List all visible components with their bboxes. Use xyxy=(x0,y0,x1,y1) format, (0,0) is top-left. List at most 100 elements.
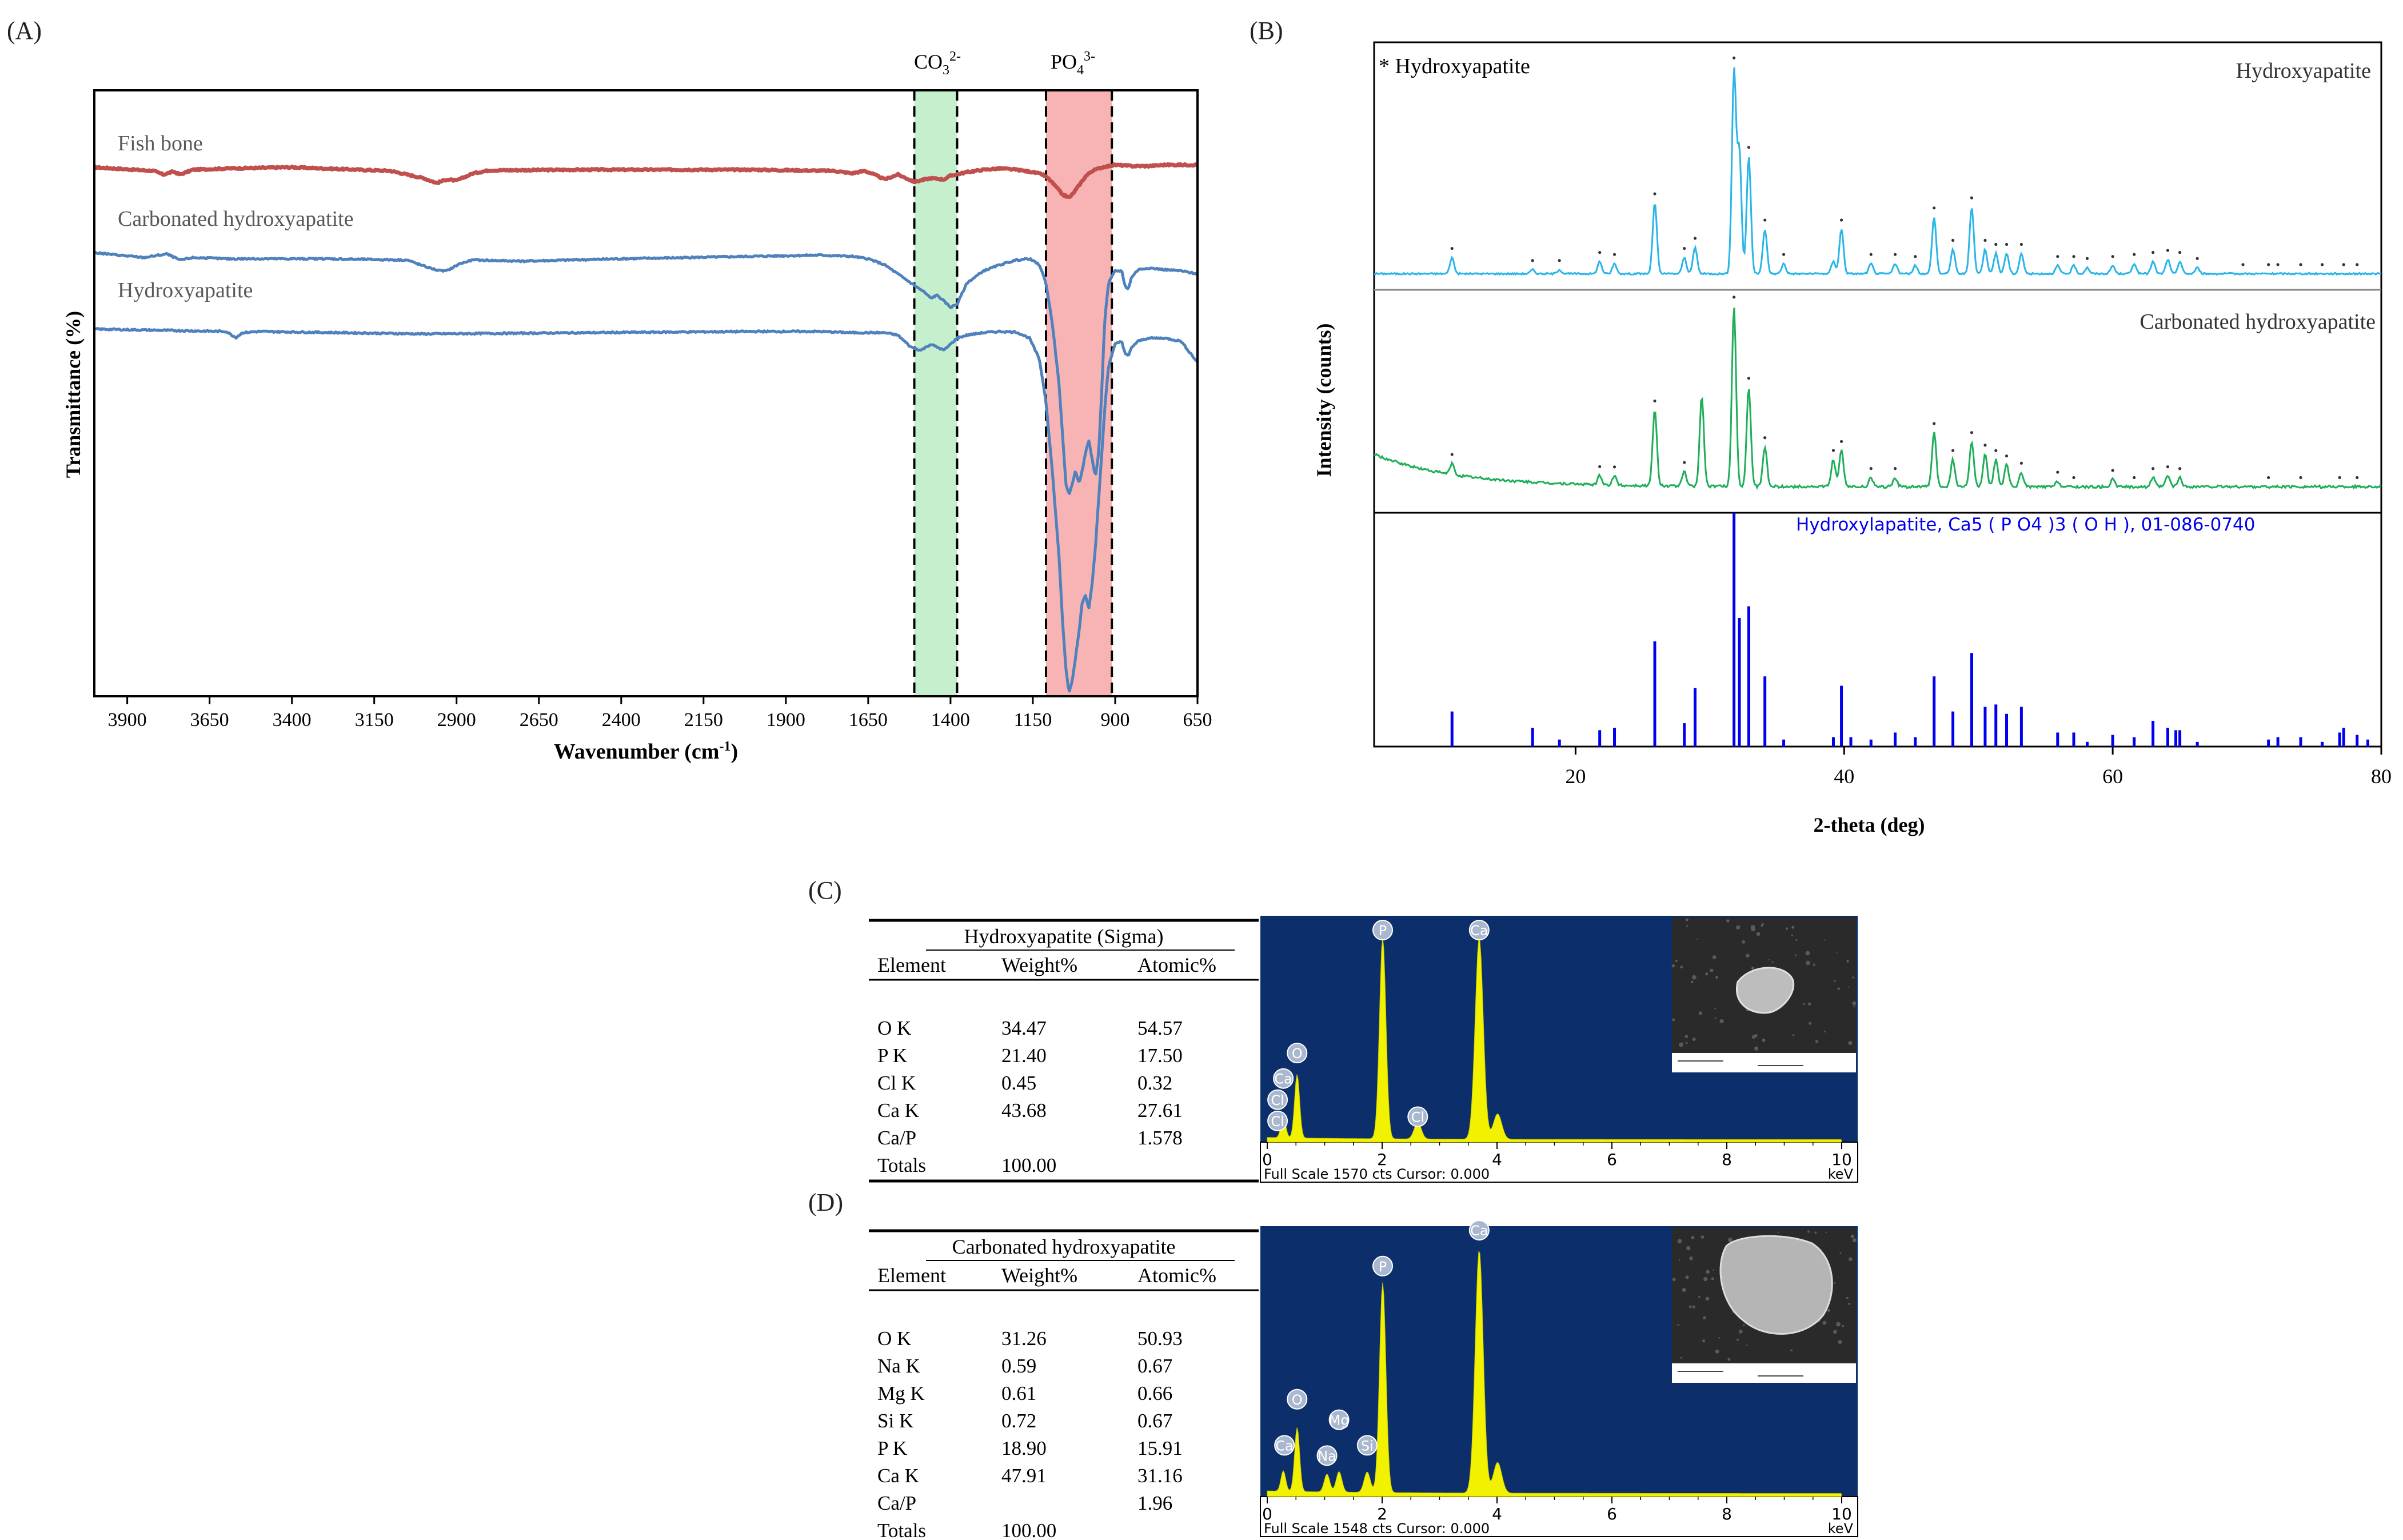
sem-speckle xyxy=(1842,1324,1845,1327)
table-cell: 27.61 xyxy=(1137,1099,1183,1122)
ftir-xlabel: Wavenumber (cm xyxy=(554,740,720,764)
sem-speckle xyxy=(1685,918,1689,921)
xrd-star-marker xyxy=(2178,467,2182,470)
table-cell: Na K xyxy=(877,1355,920,1377)
xrd-series-group xyxy=(1374,67,2382,490)
sem-speckle xyxy=(1837,987,1841,990)
ftir-tick-label-2150: 2150 xyxy=(684,709,723,731)
sem-speckle xyxy=(1852,976,1855,979)
sem-speckle xyxy=(1742,940,1746,944)
panel-b-label: (B) xyxy=(1250,17,1283,45)
sem-speckle xyxy=(1791,925,1795,929)
sem-particle xyxy=(1735,967,1795,1014)
ftir-x-axis: 3900 3650 3400 3150 2900 2650 2400 2150 1900 1650… xyxy=(108,696,1212,731)
table-cell: 50.93 xyxy=(1137,1327,1183,1350)
eds-footer: Full Scale 1570 cts Cursor: 0.000 xyxy=(1264,1166,1490,1182)
ftir-tick-label-1650: 1650 xyxy=(849,709,888,731)
xrd-star-marker xyxy=(1558,259,1561,262)
eds-footer: Full Scale 1548 cts Cursor: 0.000 xyxy=(1264,1521,1490,1537)
ftir-series-label-hydroxyapatite: Hydroxyapatite xyxy=(118,278,253,302)
sem-speckle xyxy=(1672,1278,1676,1282)
sem-speckle xyxy=(1756,932,1761,936)
eds-tick-label: 4 xyxy=(1492,1505,1502,1523)
table-cell: P K xyxy=(877,1044,907,1067)
ftir-tick-label-2900: 2900 xyxy=(437,709,476,731)
xrd-star-marker xyxy=(2299,263,2302,266)
sem-speckle xyxy=(1718,1336,1721,1339)
xrd-star-marker xyxy=(1683,461,1686,464)
eds-peak-marker xyxy=(1407,1106,1428,1127)
eds-unit: keV xyxy=(1828,1521,1854,1537)
xrd-star-marker xyxy=(2056,470,2059,474)
eds-peak-label: P xyxy=(1379,1259,1387,1275)
ftir-band-group xyxy=(913,90,1113,696)
sem-speckle xyxy=(1794,954,1797,956)
xrd-star-marker xyxy=(1951,449,1955,452)
ftir-series-2 xyxy=(94,327,1199,693)
table-cell: Cl K xyxy=(877,1072,916,1094)
ftir-band-co3 xyxy=(914,90,957,696)
table-cell: 0.59 xyxy=(1001,1355,1036,1377)
sem-speckle xyxy=(1809,1022,1812,1025)
sem-speckle xyxy=(1679,1042,1684,1047)
table-cell: Ca/P xyxy=(877,1492,916,1514)
sem-speckle xyxy=(1727,1358,1731,1361)
sem-info-bar xyxy=(1672,1363,1856,1383)
ftir-band-label-co3: CO32- xyxy=(914,49,961,78)
xrd-star-marker xyxy=(1733,296,1736,299)
xrd-x-axis: 20 40 60 80 xyxy=(1565,747,2392,788)
sem-speckle xyxy=(1715,975,1719,979)
sem-speckle xyxy=(1847,1303,1850,1305)
sem-speckle xyxy=(1791,934,1793,937)
ftir-tick-label-2400: 2400 xyxy=(602,709,641,731)
eds-axis-band xyxy=(1260,1142,1858,1183)
xrd-star-marker xyxy=(2267,263,2270,266)
eds-peak-marker xyxy=(1274,1435,1295,1456)
xrd-star-marker xyxy=(2196,257,2199,260)
panel-d-label: (D) xyxy=(808,1188,843,1216)
xrd-star-marker xyxy=(2005,454,2009,458)
eds-peak-marker xyxy=(1328,1409,1350,1430)
xrd-star-marker xyxy=(2133,476,2136,480)
xrd-star-marker xyxy=(1839,218,1843,222)
sem-speckle xyxy=(1689,1305,1692,1308)
eds-peak-marker xyxy=(1316,1445,1338,1466)
sem-speckle xyxy=(1833,980,1836,982)
sem-speckle xyxy=(1762,1038,1766,1042)
ftir-x-axis-title: Wavenumber (cm-1) xyxy=(554,739,738,764)
xrd-star-marker xyxy=(1951,238,1955,242)
sem-speckle xyxy=(1686,1246,1691,1251)
sem-speckle xyxy=(1777,1231,1779,1233)
xrd-star-marker xyxy=(1914,255,1917,258)
xrd-star-marker xyxy=(2267,476,2270,480)
ftir-band-co3-sup: 2- xyxy=(949,49,961,64)
sem-speckle xyxy=(1706,1270,1710,1274)
xrd-star-marker xyxy=(1763,218,1767,222)
eds-tick-label: 2 xyxy=(1377,1150,1387,1169)
xrd-star-marker xyxy=(1763,436,1767,440)
xrd-star-marker xyxy=(2356,476,2359,480)
xrd-star-marker xyxy=(1839,440,1843,443)
eds-peak-marker xyxy=(1287,1043,1308,1064)
xrd-series-1 xyxy=(1374,308,2382,490)
xrd-star-marker xyxy=(1933,422,1936,425)
ftir-tick-label-1900: 1900 xyxy=(767,709,805,731)
sem-speckle xyxy=(1750,925,1755,929)
xrd-star-marker xyxy=(2072,476,2075,480)
xrd-tick-label-20: 20 xyxy=(1565,765,1586,788)
eds-peak-label: Ca xyxy=(1274,1071,1292,1087)
eds-tick-label: 8 xyxy=(1722,1505,1732,1523)
xrd-star-marker xyxy=(1683,246,1686,250)
xrd-star-marker xyxy=(2111,469,2114,472)
xrd-star-marker xyxy=(2166,465,2170,469)
sem-speckle xyxy=(1814,1231,1817,1234)
table-cell: Totals xyxy=(877,1519,926,1540)
sem-speckle xyxy=(1685,1035,1689,1038)
xrd-star-marker xyxy=(1869,253,1873,256)
xrd-series-label-ha: Hydroxyapatite xyxy=(2236,59,2371,83)
sem-speckle xyxy=(1671,964,1675,968)
table-cell: 0.67 xyxy=(1137,1355,1172,1377)
table-cell: Mg K xyxy=(877,1382,925,1405)
xrd-star-marker xyxy=(2299,476,2302,480)
